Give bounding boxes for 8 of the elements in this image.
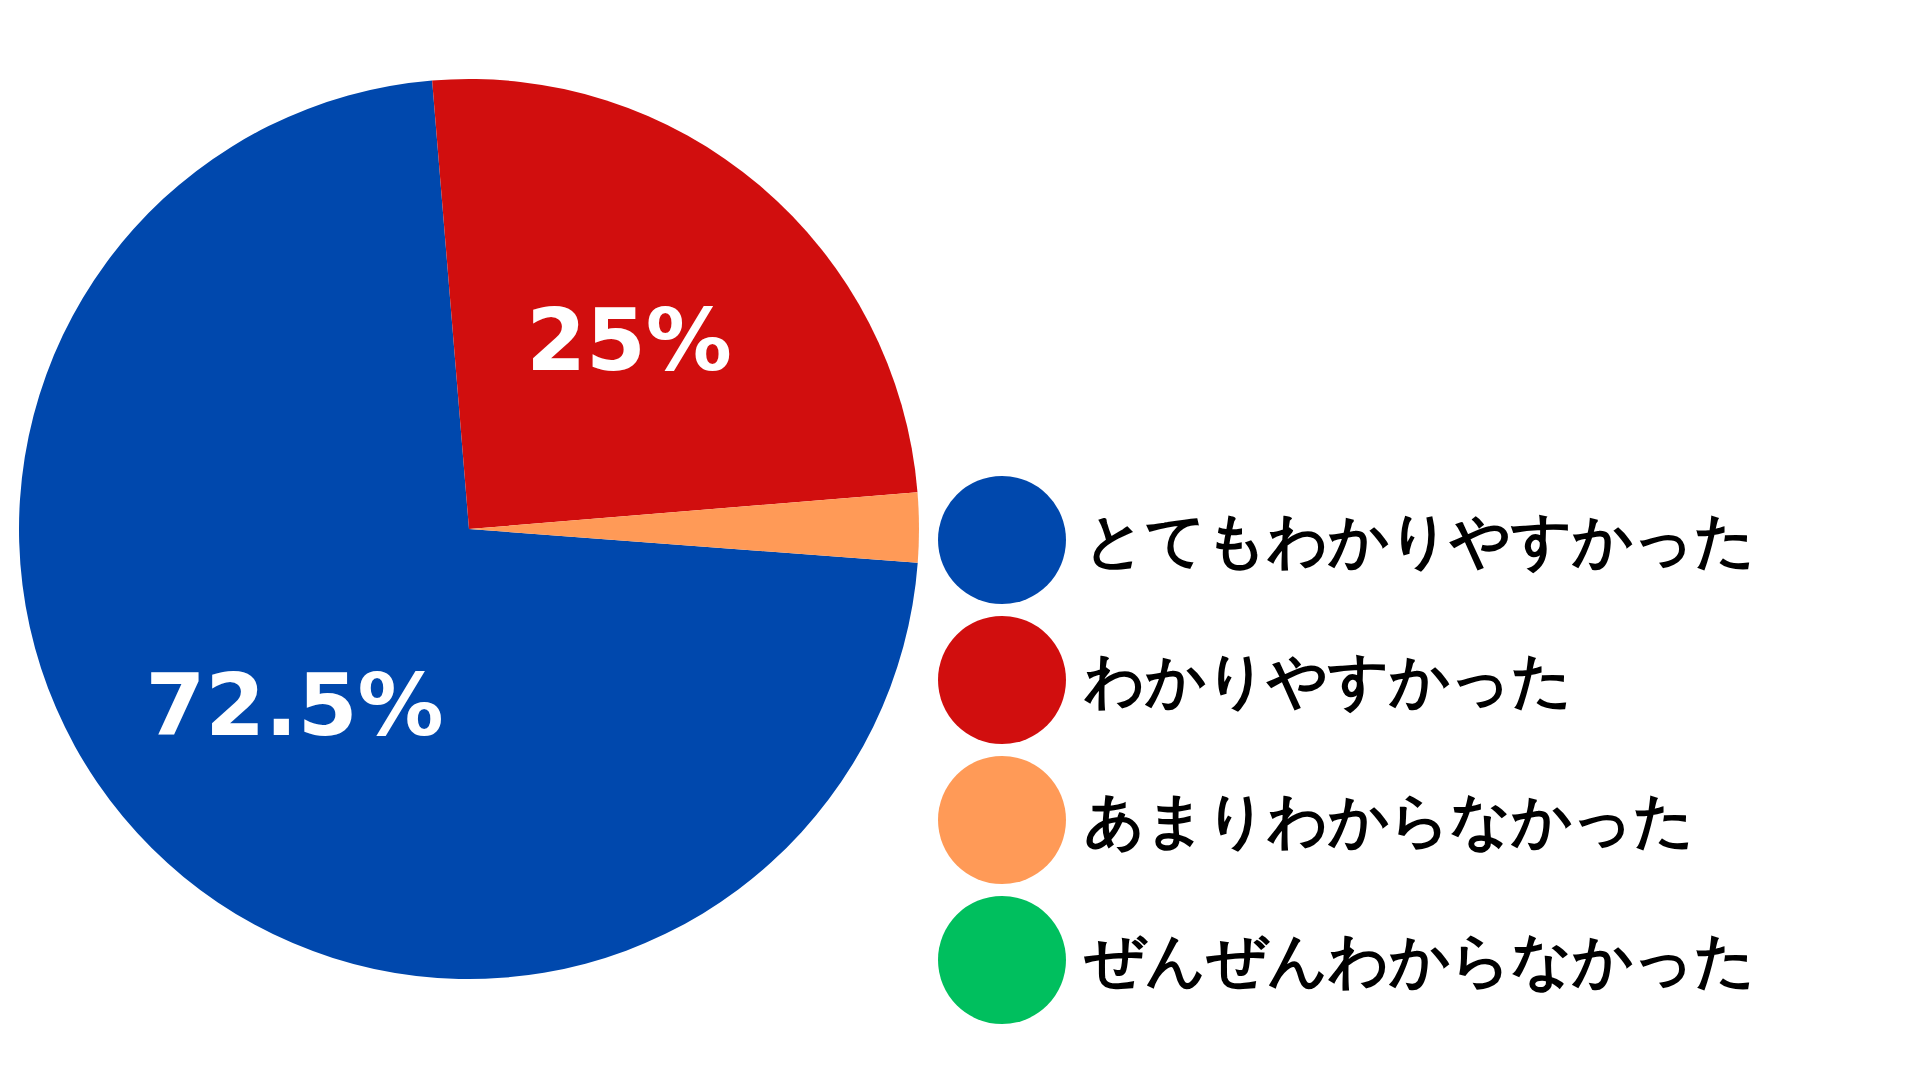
- data-label: 72.5%: [145, 654, 444, 755]
- legend-label: とてもわかりやすかった: [1084, 505, 1755, 575]
- legend-label: あまりわからなかった: [1084, 785, 1694, 855]
- data-label: 25%: [526, 290, 733, 391]
- pie-slice: [432, 79, 918, 529]
- pie-slice: [19, 80, 918, 979]
- legend-label: ぜんぜんわからなかった: [1084, 925, 1755, 995]
- legend-label: わかりやすかった: [1084, 645, 1572, 715]
